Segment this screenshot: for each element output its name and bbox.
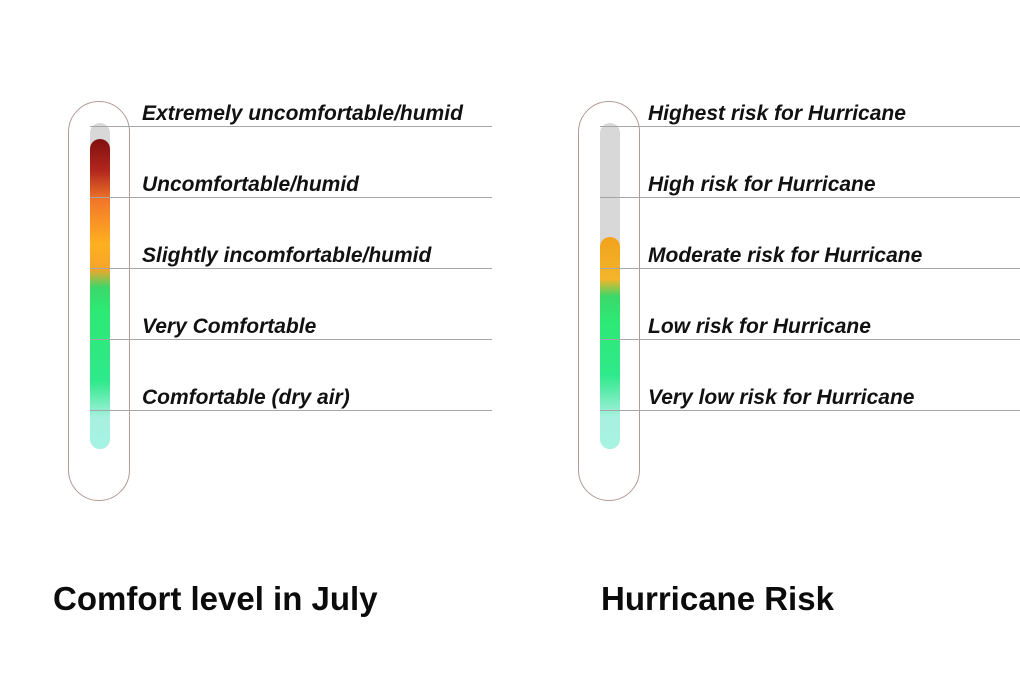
thermometer-fill <box>600 237 620 449</box>
level-label: Uncomfortable/humid <box>142 173 360 196</box>
level-divider <box>90 410 492 411</box>
thermometer-outline <box>68 101 130 501</box>
level-divider <box>90 126 492 127</box>
level-label: Low risk for Hurricane <box>648 315 871 338</box>
hurricane-gauge: Highest risk for Hurricane High risk for… <box>510 0 1020 680</box>
level-label: Moderate risk for Hurricane <box>648 244 923 267</box>
level-label: Extremely uncomfortable/humid <box>142 102 463 125</box>
gauge-title: Comfort level in July <box>53 580 378 617</box>
level-divider <box>90 197 492 198</box>
thermometer-fill <box>90 139 110 449</box>
thermometer-track <box>600 123 620 449</box>
level-label: Highest risk for Hurricane <box>648 102 906 125</box>
level-divider <box>600 268 1020 269</box>
level-divider <box>90 268 492 269</box>
level-label: Comfortable (dry air) <box>142 386 350 409</box>
comfort-gauge: Extremely uncomfortable/humid Uncomforta… <box>53 101 492 617</box>
thermometer-track <box>90 123 110 449</box>
level-label: Slightly incomfortable/humid <box>142 244 432 267</box>
thermometer-outline <box>578 101 640 501</box>
level-label: Very Comfortable <box>142 315 317 338</box>
level-label: Very low risk for Hurricane <box>648 386 915 409</box>
level-divider <box>600 410 1020 411</box>
level-divider <box>600 197 1020 198</box>
level-divider <box>600 126 1020 127</box>
level-label: High risk for Hurricane <box>648 173 876 196</box>
level-divider <box>600 339 1020 340</box>
gauge-title: Hurricane Risk <box>601 580 834 617</box>
level-divider <box>90 339 492 340</box>
